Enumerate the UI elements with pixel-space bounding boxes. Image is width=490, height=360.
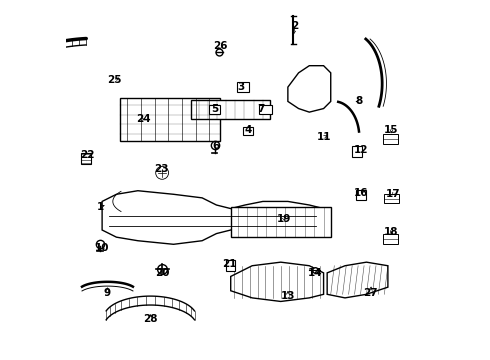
Text: 26: 26 xyxy=(213,41,227,51)
Text: 19: 19 xyxy=(277,214,292,224)
Polygon shape xyxy=(288,66,331,112)
Text: 4: 4 xyxy=(245,125,252,135)
FancyBboxPatch shape xyxy=(209,105,220,114)
Text: 9: 9 xyxy=(104,288,111,297)
Text: 24: 24 xyxy=(136,114,150,124)
Text: 28: 28 xyxy=(143,314,158,324)
Text: 10: 10 xyxy=(95,243,109,253)
Text: 14: 14 xyxy=(307,268,322,278)
Text: 18: 18 xyxy=(384,227,399,237)
Text: 12: 12 xyxy=(354,145,368,155)
Text: 20: 20 xyxy=(156,268,170,278)
FancyBboxPatch shape xyxy=(226,260,235,271)
Text: 23: 23 xyxy=(154,164,168,174)
Polygon shape xyxy=(102,191,323,244)
Text: 17: 17 xyxy=(386,189,400,199)
Polygon shape xyxy=(384,194,399,203)
Text: 8: 8 xyxy=(356,96,363,107)
FancyBboxPatch shape xyxy=(352,146,362,157)
FancyBboxPatch shape xyxy=(243,127,253,135)
Text: 25: 25 xyxy=(107,75,122,85)
FancyBboxPatch shape xyxy=(120,98,220,141)
FancyBboxPatch shape xyxy=(81,153,92,164)
Polygon shape xyxy=(383,134,398,144)
Text: 22: 22 xyxy=(80,150,95,160)
FancyBboxPatch shape xyxy=(356,190,366,200)
Text: 13: 13 xyxy=(281,291,295,301)
Text: 21: 21 xyxy=(221,259,236,269)
Polygon shape xyxy=(327,262,388,298)
FancyBboxPatch shape xyxy=(231,207,331,237)
Text: 11: 11 xyxy=(317,132,331,142)
FancyBboxPatch shape xyxy=(259,105,272,114)
Text: 1: 1 xyxy=(97,202,104,212)
Text: 5: 5 xyxy=(211,104,218,113)
Polygon shape xyxy=(383,234,398,244)
FancyBboxPatch shape xyxy=(237,82,248,93)
Text: 3: 3 xyxy=(238,82,245,92)
Text: 6: 6 xyxy=(213,141,220,151)
Polygon shape xyxy=(231,262,323,301)
Circle shape xyxy=(156,166,169,179)
Text: 15: 15 xyxy=(384,125,399,135)
FancyBboxPatch shape xyxy=(192,100,270,119)
Text: 7: 7 xyxy=(257,104,265,113)
Text: 16: 16 xyxy=(354,188,368,198)
Text: 2: 2 xyxy=(292,21,298,31)
Text: 27: 27 xyxy=(363,288,377,297)
